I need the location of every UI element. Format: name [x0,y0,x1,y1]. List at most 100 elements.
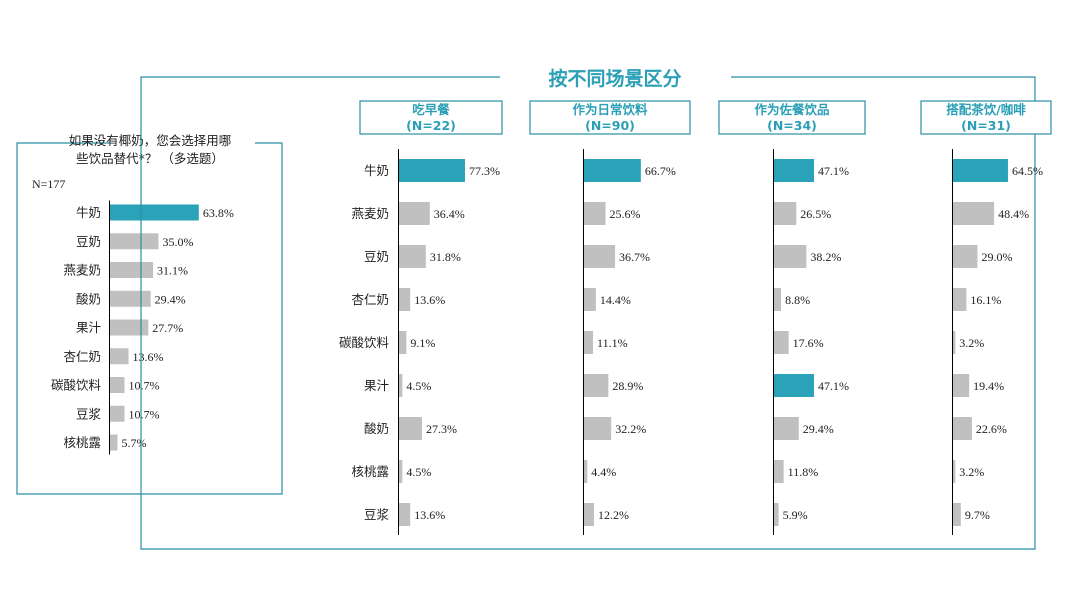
scenario-bar [398,503,411,526]
left-title-line-2: 些饮品替代*？ （多选题） [76,151,224,166]
scenario-bar [583,417,612,440]
left-value-label: 29.4% [155,292,186,306]
left-bar [109,348,129,365]
scenario-bar [398,374,403,397]
scenario-value-label: 47.1% [818,164,849,178]
scenario-value-label: 12.2% [598,508,629,522]
scenario-value-label: 3.2% [959,336,984,350]
scenario-category-label: 豆奶 [364,249,389,264]
scenario-header-name: 作为日常饮料 [572,102,648,117]
left-category-label: 核桃露 [63,435,101,450]
scenario-bar [773,159,815,182]
scenario-bar [398,460,403,483]
scenario-header-n: (N=31) [961,118,1011,133]
left-bar [109,405,125,422]
scenario-bar [952,245,978,268]
left-sample-size: N=177 [32,177,65,191]
scenario-bar [952,288,967,311]
scenario-category-label: 果汁 [364,378,390,393]
scenario-value-label: 8.8% [785,293,810,307]
scenario-value-label: 29.4% [803,422,834,436]
scenario-bar [398,159,465,182]
left-bar [109,262,154,278]
scenario-bar [773,417,799,440]
scenario-category-label: 燕麦奶 [351,206,389,221]
scenario-header-n: (N=90) [585,118,635,133]
left-value-label: 31.1% [157,264,188,278]
scenario-value-label: 3.2% [959,465,984,479]
left-category-label: 牛奶 [76,205,101,220]
scenario-value-label: 47.1% [818,379,849,393]
scenario-bar [773,202,797,225]
left-value-label: 13.6% [133,350,164,364]
scenario-value-label: 36.4% [434,207,465,221]
left-value-label: 27.7% [152,321,183,335]
scenario-bar [583,460,588,483]
scenario-bar [952,202,995,225]
scenario-category-label: 酸奶 [364,421,389,436]
scenario-bar [773,245,807,268]
scenario-value-label: 36.7% [619,250,650,264]
left-category-label: 豆浆 [76,406,102,421]
scenario-header-name: 吃早餐 [412,102,450,117]
scenario-value-label: 77.3% [469,164,500,178]
scenario-bar [583,245,616,268]
scenario-bar [952,374,970,397]
scenario-bar [773,460,784,483]
scenario-header-name: 搭配茶饮/咖啡 [946,102,1026,117]
left-value-label: 63.8% [203,206,234,220]
scenario-bar [398,331,407,354]
scenario-bar [398,245,426,268]
scenario-header-box [359,100,503,135]
scenario-value-label: 25.6% [610,207,641,221]
scenario-value-label: 4.5% [406,465,431,479]
scenario-category-label: 核桃露 [351,464,389,479]
left-category-label: 碳酸饮料 [51,378,102,393]
scenario-bar [952,159,1008,182]
scenario-bar [773,374,815,397]
scenario-category-label: 豆浆 [364,507,390,522]
scenario-category-label: 杏仁奶 [351,292,389,307]
left-bar [109,233,159,250]
scenario-value-label: 13.6% [414,293,445,307]
left-category-label: 酸奶 [76,291,101,306]
left-value-label: 35.0% [163,235,194,249]
scenario-value-label: 32.2% [615,422,646,436]
scenario-value-label: 5.9% [783,508,808,522]
scenario-value-label: 48.4% [998,207,1029,221]
left-value-label: 10.7% [128,379,159,393]
left-category-label: 杏仁奶 [63,349,101,364]
scenario-bar [583,202,606,225]
left-category-label: 果汁 [76,320,102,335]
scenario-value-label: 4.4% [591,465,616,479]
scenario-bar [583,159,641,182]
scenario-bar [952,460,956,483]
scenario-value-label: 38.2% [810,250,841,264]
left-category-label: 豆奶 [76,234,101,249]
scenario-value-label: 4.5% [406,379,431,393]
scenario-value-label: 19.4% [973,379,1004,393]
left-bar [109,319,149,336]
scenario-value-label: 11.1% [597,336,628,350]
scenario-header-n: (N=22) [406,118,456,133]
scenario-bar [583,331,594,354]
scenario-value-label: 29.0% [981,250,1012,264]
scenario-bar [583,288,596,311]
scenario-bar [952,417,972,440]
scenario-category-label: 碳酸饮料 [339,335,390,350]
scenario-bar [398,288,411,311]
right-title: 按不同场景区分 [548,67,681,90]
scenario-bar [773,331,789,354]
scenario-bar [952,503,961,526]
scenario-header-name: 作为佐餐饮品 [754,102,829,117]
scenario-value-label: 31.8% [430,250,461,264]
left-category-label: 燕麦奶 [63,263,101,278]
scenario-header-n: (N=34) [767,118,817,133]
scenario-value-label: 64.5% [1012,164,1043,178]
scenario-value-label: 14.4% [600,293,631,307]
scenario-header-box [529,100,691,135]
left-value-label: 5.7% [121,436,146,450]
left-panel-frame [16,142,283,495]
